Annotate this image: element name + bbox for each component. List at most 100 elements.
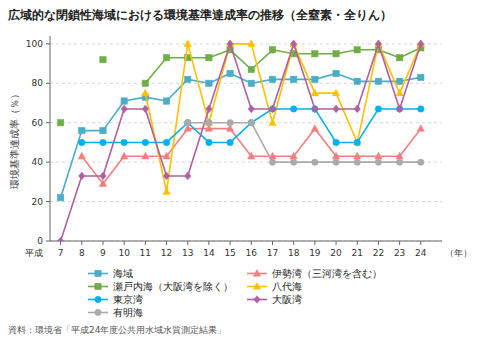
x-tick-label: 20 <box>330 248 342 258</box>
x-tick-label: 23 <box>394 248 405 258</box>
point <box>248 120 254 126</box>
chart: 広域的な閉鎖性海域における環境基準達成率の推移（全窒素・全りん）資料：環境省「平… <box>0 0 480 339</box>
legend-marker <box>95 270 101 276</box>
point <box>333 159 339 165</box>
legend-label: 東京湾 <box>113 294 143 305</box>
point <box>396 78 402 84</box>
x-tick <box>230 241 231 245</box>
x-tick-label: 16 <box>246 248 258 258</box>
point <box>163 172 169 180</box>
point <box>311 89 318 96</box>
point <box>205 119 212 126</box>
point <box>163 98 169 104</box>
point <box>206 80 212 86</box>
point <box>375 159 381 165</box>
point <box>248 105 254 113</box>
point <box>248 80 254 86</box>
point <box>418 40 424 48</box>
point <box>185 120 191 126</box>
series-line <box>82 129 421 184</box>
y-tick-label: 80 <box>32 78 44 88</box>
point <box>269 119 276 126</box>
legend-label: 八代海 <box>272 281 302 292</box>
y-tick <box>46 201 50 202</box>
legend-item: 大阪湾 <box>247 294 302 305</box>
point <box>333 70 339 76</box>
legend-label: 伊勢湾（三河湾を含む） <box>272 268 382 279</box>
x-suffix: （年） <box>445 248 472 258</box>
x-tick <box>124 241 125 245</box>
point <box>333 51 339 57</box>
point <box>375 40 381 48</box>
x-tick-label: 8 <box>79 248 85 258</box>
point <box>227 120 233 126</box>
x-tick <box>293 241 294 245</box>
point <box>248 66 254 72</box>
grid-line <box>50 83 442 84</box>
x-tick-label: 21 <box>352 248 363 258</box>
point <box>354 152 361 159</box>
point <box>269 159 275 165</box>
point <box>375 78 381 84</box>
legend: 海域伊勢湾（三河湾を含む）瀬戸内海（大阪湾を除く）八代海東京湾大阪湾有明海 <box>88 268 382 318</box>
x-tick-label: 9 <box>100 248 106 258</box>
point <box>312 51 318 57</box>
y-tick <box>46 122 50 123</box>
legend-marker <box>253 283 260 290</box>
point <box>142 152 149 159</box>
point <box>248 152 255 159</box>
legend-marker <box>95 309 101 315</box>
x-tick <box>102 241 103 245</box>
x-tick-label: 14 <box>203 248 215 258</box>
title: 広域的な閉鎖性海域における環境基準達成率の推移（全窒素・全りん） <box>7 8 392 22</box>
y-tick-label: 60 <box>32 118 44 128</box>
x-tick <box>314 241 315 245</box>
legend-label: 有明海 <box>113 307 143 318</box>
point <box>142 80 148 86</box>
axes: 0204060801007891011121314151617181920212… <box>25 36 472 258</box>
point <box>185 120 191 126</box>
point <box>206 105 212 113</box>
y-tick-label: 0 <box>37 236 43 246</box>
point <box>290 159 296 165</box>
y-tick <box>46 241 50 242</box>
x-tick <box>60 241 61 245</box>
point <box>185 76 191 82</box>
point <box>227 139 233 145</box>
x-tick <box>272 241 273 245</box>
legend-marker <box>95 283 101 289</box>
x-tick-label: 10 <box>118 248 130 258</box>
point <box>142 139 148 145</box>
point <box>354 78 360 84</box>
point <box>206 139 212 145</box>
x-tick <box>145 241 146 245</box>
y-tick-label: 40 <box>32 157 44 167</box>
series-line <box>82 109 421 143</box>
grid-line <box>50 241 442 242</box>
point <box>100 56 106 62</box>
x-tick-label: 11 <box>140 248 151 258</box>
point <box>418 74 424 80</box>
point <box>79 139 85 145</box>
x-tick <box>81 241 82 245</box>
y-axis-label: 環境基準達成率（％） <box>9 89 20 189</box>
legend-item: 有明海 <box>88 307 143 318</box>
legend-item: 海域 <box>88 268 133 279</box>
x-tick-label: 15 <box>224 248 235 258</box>
point <box>418 106 424 112</box>
point <box>396 105 402 113</box>
point <box>227 70 233 76</box>
series-line <box>145 44 420 192</box>
x-tick-label: 19 <box>309 248 321 258</box>
x-tick-label: 12 <box>161 248 172 258</box>
point <box>99 180 106 187</box>
point <box>163 188 170 195</box>
point <box>269 106 275 112</box>
point <box>163 152 170 159</box>
x-tick <box>420 241 421 245</box>
series-line <box>188 123 421 162</box>
y-axis-line <box>50 36 51 241</box>
point <box>121 105 127 113</box>
y-tick <box>46 162 50 163</box>
point <box>79 127 85 133</box>
